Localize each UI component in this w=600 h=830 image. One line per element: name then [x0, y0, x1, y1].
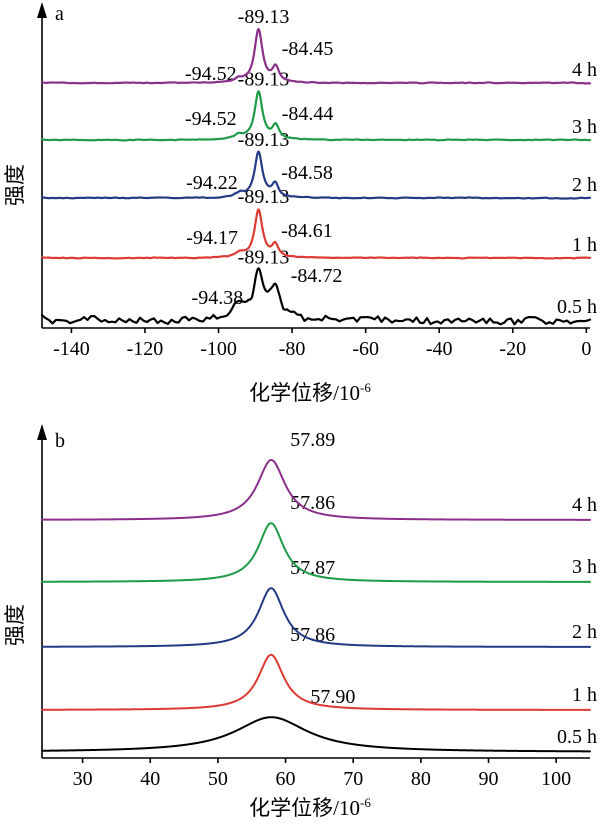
series-label-1-h: 1 h — [572, 234, 597, 256]
spectrum-line-4-h — [40, 27, 592, 85]
x-tick-label: -100 — [200, 338, 237, 360]
peak-label: 57.87 — [290, 557, 335, 579]
panel-b-spectra — [41, 459, 591, 753]
peak-label: -89.13 — [238, 6, 290, 28]
panel-a-y-axis-arrow-icon — [37, 2, 47, 18]
peak-label: -94.52 — [185, 63, 237, 85]
spectrum-line-1-h — [41, 653, 591, 711]
x-tick-label: -120 — [127, 338, 164, 360]
series-label-2-h: 2 h — [572, 174, 597, 196]
peak-label: -89.13 — [238, 246, 290, 268]
peak-label: -84.61 — [281, 220, 333, 242]
spectrum-line-2-h — [40, 150, 592, 200]
peak-label: -94.17 — [186, 227, 238, 249]
panel-b-letter: b — [55, 430, 65, 452]
peak-label: -89.13 — [238, 129, 290, 151]
panel-a-x-ticks: -140 -120 -100 -80 -60 -40 -20 0 — [53, 328, 591, 360]
series-label-1-h: 1 h — [572, 684, 597, 706]
series-label-4-h: 4 h — [572, 494, 597, 516]
panel-b: b 强度 化学位移/10-6 30 40 50 60 70 80 90 100 4 h 57.8… — [3, 424, 597, 820]
peak-label: -94.22 — [186, 172, 238, 194]
peak-label: -89.13 — [238, 186, 290, 208]
panel-a-labels: 4 h-94.52-89.13-84.453 h-94.52-89.13-84.… — [185, 6, 597, 318]
spectrum-line-3-h — [41, 522, 591, 583]
x-tick-label: 0 — [581, 338, 591, 360]
spectrum-line-2-h — [41, 587, 591, 648]
peak-label: 57.86 — [290, 492, 335, 514]
x-tick-label: 80 — [411, 768, 431, 790]
panel-a-letter: a — [55, 3, 64, 25]
panel-b-labels: 4 h 57.89 3 h 57.86 2 h 57.87 1 h 57.86 0.5 h 57.… — [290, 429, 597, 748]
x-tick-label: 40 — [140, 768, 160, 790]
series-label-0-5-h: 0.5 h — [557, 296, 597, 318]
spectrum-line-0-5-h — [40, 267, 592, 326]
panel-b-x-axis-label-base: 化学位移/10 — [249, 796, 360, 820]
peak-label: -94.38 — [192, 287, 244, 309]
spectrum-line-0-5-h — [41, 716, 591, 753]
panel-a: a 强度 化学位移/10-6 -140 -120 -100 -80 -60 -40 -20 0… — [3, 2, 597, 405]
x-tick-label: 70 — [343, 768, 363, 790]
spectrum-line-4-h — [41, 459, 591, 521]
panel-a-y-axis-label: 强度 — [3, 164, 27, 206]
x-tick-label: -140 — [53, 338, 90, 360]
peak-label: -84.45 — [282, 38, 334, 60]
x-tick-label: -40 — [426, 338, 453, 360]
peak-label: -84.58 — [281, 162, 333, 184]
panel-b-x-axis-label-exponent: -6 — [360, 795, 371, 810]
x-tick-label: 30 — [73, 768, 93, 790]
series-label-4-h: 4 h — [572, 59, 597, 81]
panel-a-x-axis-label-base: 化学位移/10 — [249, 381, 360, 405]
peak-label: 57.90 — [310, 686, 355, 708]
x-tick-label: 90 — [479, 768, 499, 790]
series-label-0-5-h: 0.5 h — [557, 726, 597, 748]
x-tick-label: 60 — [276, 768, 296, 790]
spectrum-line-3-h — [40, 90, 592, 142]
panel-b-x-axis-label: 化学位移/10-6 — [249, 795, 371, 820]
peak-label: -84.44 — [282, 103, 334, 125]
peak-label: 57.86 — [290, 624, 335, 646]
peak-label: 57.89 — [290, 429, 335, 451]
x-tick-label: -60 — [352, 338, 379, 360]
panel-a-x-axis-label-exponent: -6 — [360, 380, 371, 395]
x-tick-label: 50 — [208, 768, 228, 790]
peak-label: -84.72 — [291, 265, 343, 287]
x-tick-label: -80 — [279, 338, 306, 360]
x-tick-label: 100 — [541, 768, 571, 790]
spectrum-line-1-h — [40, 208, 592, 260]
panel-a-x-axis-label: 化学位移/10-6 — [249, 380, 371, 405]
x-tick-label: -20 — [499, 338, 526, 360]
panel-b-y-axis-arrow-icon — [37, 424, 47, 440]
series-label-2-h: 2 h — [572, 621, 597, 643]
series-label-3-h: 3 h — [572, 116, 597, 138]
panel-a-spectra — [40, 27, 592, 326]
series-label-3-h: 3 h — [572, 556, 597, 578]
panel-b-y-axis-label: 强度 — [3, 604, 27, 646]
peak-label: -89.13 — [238, 68, 290, 90]
panel-b-x-ticks: 30 40 50 60 70 80 90 100 — [73, 758, 571, 790]
peak-label: -94.52 — [185, 108, 237, 130]
